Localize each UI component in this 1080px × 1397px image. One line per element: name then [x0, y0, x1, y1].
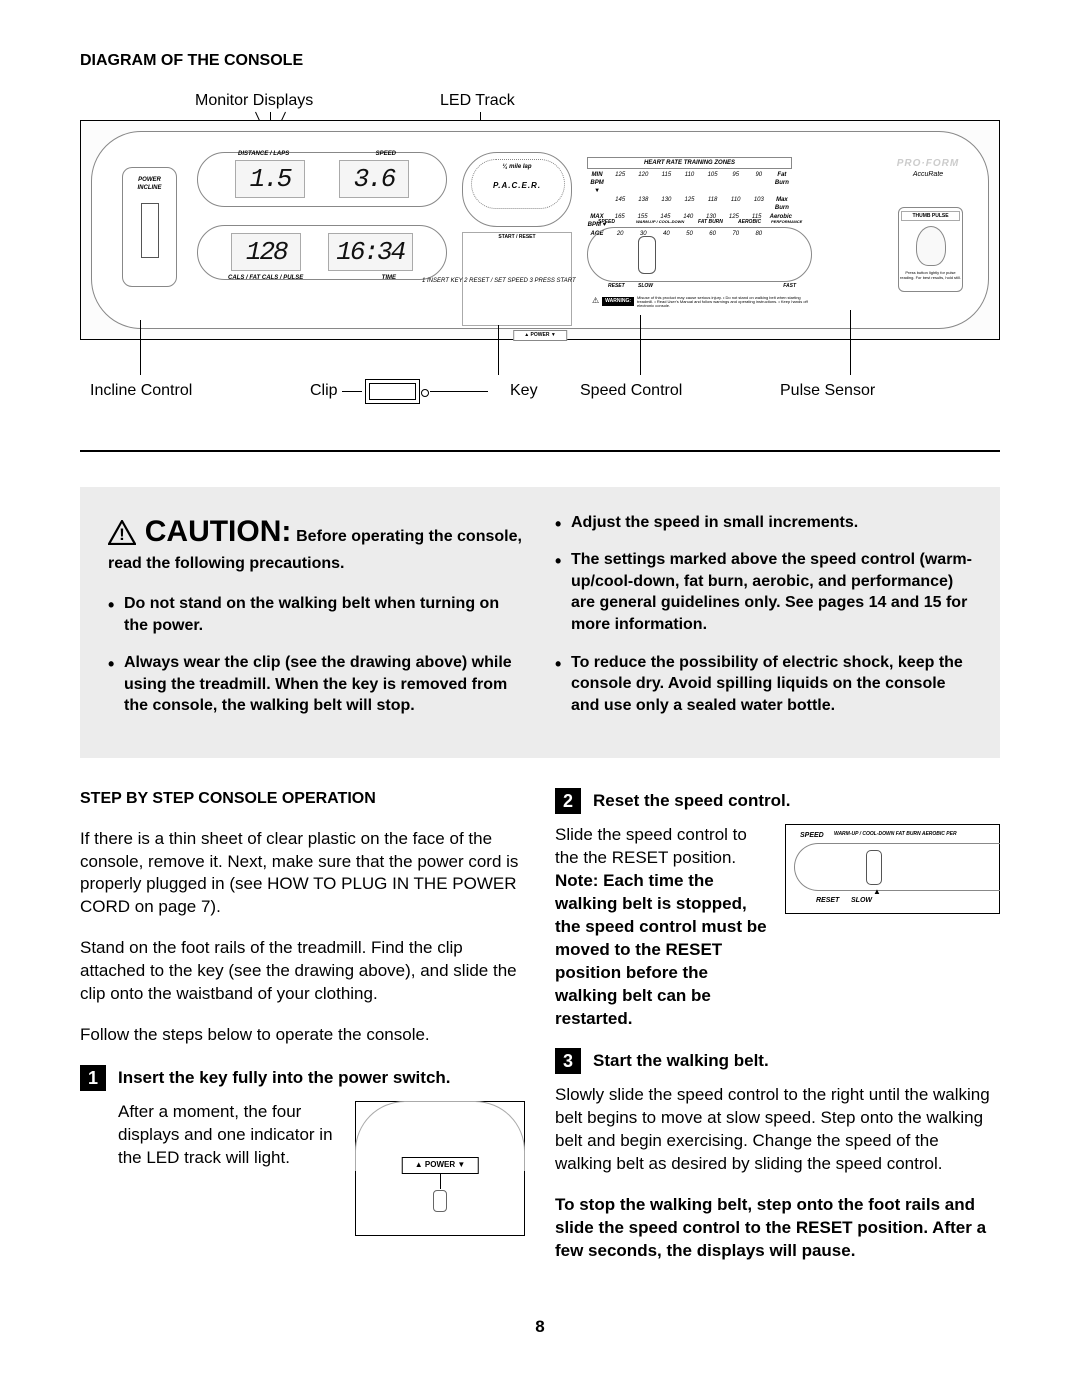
clip-icon	[365, 379, 420, 404]
caution-list-left: Do not stand on the walking belt when tu…	[108, 593, 525, 717]
power-switch-figure: ▲ POWER ▼	[355, 1101, 525, 1236]
speed-control: SPEED WARM-UP / COOL-DOWN FAT BURN AEROB…	[587, 227, 812, 282]
label-clip: Clip	[310, 380, 338, 402]
operation-heading: STEP BY STEP CONSOLE OPERATION	[80, 788, 525, 810]
step-title: Start the walking belt.	[593, 1048, 769, 1073]
right-column: 2 Reset the speed control. Slide the spe…	[555, 788, 1000, 1281]
brand-logo: PRO·FORM AccuRate	[893, 157, 963, 180]
instruction-strip: 1 INSERT KEY 2 RESET / SET SPEED 3 PRESS…	[422, 277, 576, 285]
divider	[80, 450, 1000, 452]
diagram-title: DIAGRAM OF THE CONSOLE	[80, 50, 1000, 72]
caution-list-right: Adjust the speed in small increments. Th…	[555, 512, 972, 717]
step-number: 1	[80, 1065, 106, 1091]
page-number: 8	[80, 1316, 1000, 1339]
left-column: STEP BY STEP CONSOLE OPERATION If there …	[80, 788, 525, 1281]
monitor-displays: DISTANCE / LAPS SPEED 1.5 3.6 128 16:34 …	[197, 152, 447, 298]
led-track: P.A.C.E.R. ¼ mile lap	[462, 152, 572, 227]
step-1-body: After a moment, the four displays and on…	[118, 1101, 340, 1170]
speed-control-figure: SPEED WARM-UP / COOL-DOWN FAT BURN AEROB…	[785, 824, 1000, 914]
console-diagram: Monitor Displays LED Track POWER INCLINE…	[80, 90, 1000, 430]
label-incline-control: Incline Control	[90, 380, 192, 402]
warning-strip: ⚠ WARNING: Misuse of this product may ca…	[592, 296, 817, 308]
console-illustration: POWER INCLINE DISTANCE / LAPS SPEED 1.5 …	[80, 120, 1000, 340]
caution-box: ! CAUTION: Before operating the console,…	[80, 487, 1000, 758]
intro-para-1: If there is a thin sheet of clear plasti…	[80, 828, 525, 920]
incline-control: POWER INCLINE	[122, 167, 177, 287]
svg-text:!: !	[119, 525, 125, 544]
label-monitor-displays: Monitor Displays	[195, 90, 313, 112]
step-3-stop: To stop the walking belt, step onto the …	[555, 1194, 1000, 1263]
label-led-track: LED Track	[440, 90, 515, 112]
label-key: Key	[510, 380, 538, 402]
step-2: 2 Reset the speed control.	[555, 788, 1000, 814]
warning-icon: !	[108, 520, 136, 552]
step-2-body: Slide the speed control to the the RESET…	[555, 824, 770, 1030]
power-tab: ▲ POWER ▼	[513, 330, 567, 341]
step-number: 2	[555, 788, 581, 814]
intro-para-2: Stand on the foot rails of the treadmill…	[80, 937, 525, 1006]
intro-para-3: Follow the steps below to operate the co…	[80, 1024, 525, 1047]
step-title: Insert the key fully into the power swit…	[118, 1065, 451, 1090]
step-3: 3 Start the walking belt.	[555, 1048, 1000, 1074]
step-1: 1 Insert the key fully into the power sw…	[80, 1065, 525, 1091]
step-3-body: Slowly slide the speed control to the ri…	[555, 1084, 1000, 1176]
step-title: Reset the speed control.	[593, 788, 790, 813]
pulse-sensor: THUMB PULSE Press button lightly for pul…	[898, 207, 963, 292]
step-number: 3	[555, 1048, 581, 1074]
label-speed-control: Speed Control	[580, 380, 682, 402]
label-pulse-sensor: Pulse Sensor	[780, 380, 875, 402]
caution-word: CAUTION:	[145, 515, 292, 548]
